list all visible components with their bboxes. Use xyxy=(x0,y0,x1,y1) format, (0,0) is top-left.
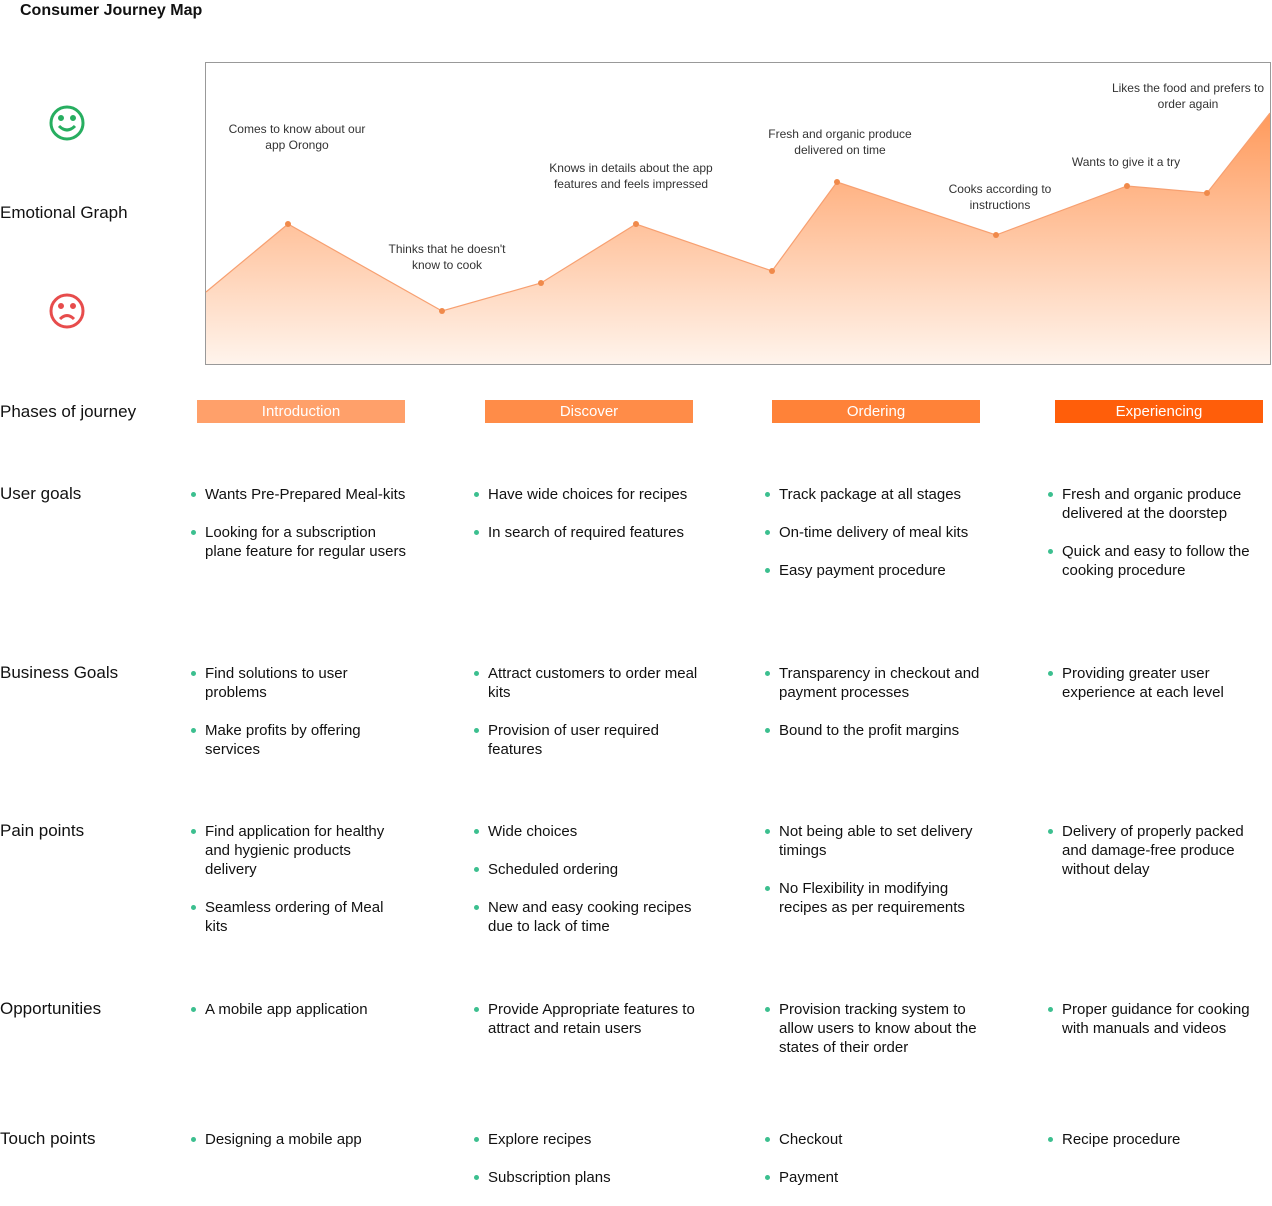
item-list: Fresh and organic produce delivered at t… xyxy=(1048,485,1272,599)
list-item: On-time delivery of meal kits xyxy=(765,523,990,542)
list-item: Payment xyxy=(765,1168,990,1187)
list-item: Find solutions to user problems xyxy=(191,664,406,702)
list-item: Provision of user required features xyxy=(474,721,704,759)
list-item: Bound to the profit margins xyxy=(765,721,990,740)
annotation: Thinks that he doesn't know to cook xyxy=(388,242,506,272)
item-list: Not being able to set delivery timings No… xyxy=(765,822,990,936)
list-item: Provision tracking system to allow users… xyxy=(765,1000,990,1057)
list-item: In search of required features xyxy=(474,523,704,542)
item-list: Checkout Payment xyxy=(765,1130,990,1206)
list-item: Explore recipes xyxy=(474,1130,704,1149)
list-item: Transparency in checkout and payment pro… xyxy=(765,664,990,702)
item-list: Wide choices Scheduled ordering New and ea… xyxy=(474,822,704,955)
item-list: Find solutions to user problems Make prof… xyxy=(191,664,406,778)
list-item: Quick and easy to follow the cooking pro… xyxy=(1048,542,1272,580)
phase: Introduction xyxy=(197,400,405,423)
item-list: Provision tracking system to allow users… xyxy=(765,1000,990,1076)
annotation: Likes the food and prefers to order agai… xyxy=(1111,81,1265,111)
item-list: A mobile app application xyxy=(191,1000,406,1038)
item-list: Provide Appropriate features to attract … xyxy=(474,1000,704,1057)
annotation: Fresh and organic produce delivered on t… xyxy=(768,127,912,157)
emotion-points xyxy=(285,179,1210,314)
item-list: Delivery of properly packed and damage-f… xyxy=(1048,822,1272,898)
item-list: Explore recipes Subscription plans xyxy=(474,1130,704,1206)
list-item: Track package at all stages xyxy=(765,485,990,504)
item-list: Track package at all stages On-time deliv… xyxy=(765,485,990,599)
list-item: Provide Appropriate features to attract … xyxy=(474,1000,704,1038)
emotion-area xyxy=(206,113,1270,364)
happy-face xyxy=(49,105,85,141)
item-list: Have wide choices for recipes In search o… xyxy=(474,485,704,561)
row-label: Opportunities xyxy=(0,999,102,1018)
phase: Ordering xyxy=(772,400,980,423)
item-list: Proper guidance for cooking with manuals… xyxy=(1048,1000,1272,1057)
list-item: Checkout xyxy=(765,1130,990,1149)
item-list: Attract customers to order meal kits Prov… xyxy=(474,664,704,778)
list-item: Looking for a subscription plane feature… xyxy=(191,523,406,561)
list-item: Recipe procedure xyxy=(1048,1130,1272,1149)
list-item: Proper guidance for cooking with manuals… xyxy=(1048,1000,1272,1038)
list-item: Fresh and organic produce delivered at t… xyxy=(1048,485,1272,523)
annotation: Comes to know about our app Orongo xyxy=(228,122,366,152)
item-list: Find application for healthy and hygieni… xyxy=(191,822,406,955)
list-item: Easy payment procedure xyxy=(765,561,990,580)
row-label: Touch points xyxy=(0,1129,96,1148)
list-item: Make profits by offering services xyxy=(191,721,406,759)
annotation: Cooks according to instructions xyxy=(948,182,1052,212)
annotation: Knows in details about the app features … xyxy=(549,161,713,191)
list-item: Find application for healthy and hygieni… xyxy=(191,822,406,879)
list-item: Designing a mobile app xyxy=(191,1130,406,1149)
item-list: Designing a mobile app xyxy=(191,1130,406,1168)
item-list: Recipe procedure xyxy=(1048,1130,1272,1168)
row-label: Emotional Graph xyxy=(0,203,128,222)
list-item: Wants Pre-Prepared Meal-kits xyxy=(191,485,406,504)
annotation: Wants to give it a try xyxy=(1071,155,1181,169)
list-item: Have wide choices for recipes xyxy=(474,485,704,504)
list-item: Not being able to set delivery timings xyxy=(765,822,990,860)
list-item: Providing greater user experience at eac… xyxy=(1048,664,1272,702)
list-item: New and easy cooking recipes due to lack… xyxy=(474,898,704,936)
list-item: Seamless ordering of Meal kits xyxy=(191,898,406,936)
list-item: Wide choices xyxy=(474,822,704,841)
row-label: Phases of journey xyxy=(0,402,137,421)
row-label: User goals xyxy=(0,484,82,503)
row-label: Business Goals xyxy=(0,663,119,682)
emotional-graph xyxy=(49,62,1271,365)
item-list: Transparency in checkout and payment pro… xyxy=(765,664,990,759)
item-list: Providing greater user experience at eac… xyxy=(1048,664,1272,721)
list-item: Subscription plans xyxy=(474,1168,704,1187)
list-item: No Flexibility in modifying recipes as p… xyxy=(765,879,990,917)
title: Consumer Journey Map xyxy=(20,2,203,19)
list-item: Scheduled ordering xyxy=(474,860,704,879)
list-item: A mobile app application xyxy=(191,1000,406,1019)
row-label: Pain points xyxy=(0,821,85,840)
phase: Discover xyxy=(485,400,693,423)
phase: Experiencing xyxy=(1055,400,1263,423)
list-item: Delivery of properly packed and damage-f… xyxy=(1048,822,1272,879)
sad-face xyxy=(49,293,85,329)
list-item: Attract customers to order meal kits xyxy=(474,664,704,702)
item-list: Wants Pre-Prepared Meal-kits Looking for … xyxy=(191,485,406,580)
